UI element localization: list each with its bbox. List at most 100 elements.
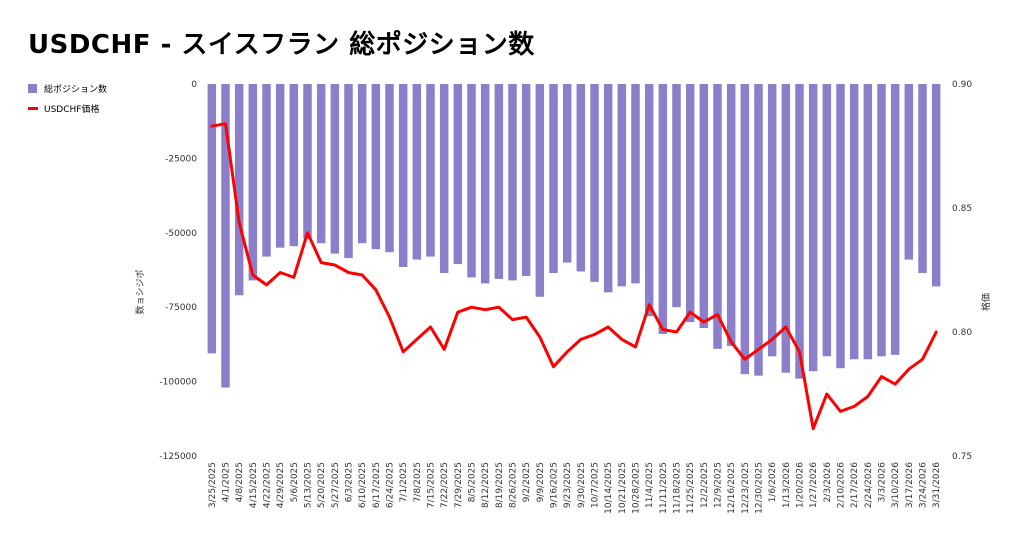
x-tick-label: 3/24/2026 [919,462,929,508]
x-tick-label: 6/17/2025 [372,462,382,508]
bar-positions [849,84,859,360]
bar-positions [658,84,668,334]
x-tick-label: 2/17/2026 [850,462,860,508]
x-tick-label: 5/20/2025 [317,462,327,508]
x-tick-label: 5/13/2025 [304,462,314,508]
bar-positions [275,84,285,248]
bar-positions [699,84,709,329]
x-tick-label: 6/10/2025 [358,462,368,508]
bar-positions [480,84,490,284]
x-tick-label: 7/1/2025 [399,462,409,502]
bar-positions [262,84,271,257]
bar-positions [795,84,804,379]
legend-label-price: USDCHF価格 [44,104,100,115]
bar-positions [576,84,586,272]
x-tick-label: 4/22/2025 [263,462,273,508]
x-tick-label: 9/2/2025 [522,462,532,502]
y-left-tick-label: -125000 [159,452,197,462]
bar-positions [767,84,777,357]
bar-positions [234,84,244,296]
x-tick-label: 4/29/2025 [276,462,286,508]
x-tick-label: 12/16/2025 [727,462,737,514]
bar-positions [931,84,941,287]
bar-positions [412,84,422,260]
bar-positions [822,84,832,357]
legend-item-positions: 総ポジション数 [28,78,107,98]
x-tick-label: 12/2/2025 [700,462,710,508]
bar-positions [357,84,367,244]
bar-positions [426,84,435,257]
x-tick-label: 7/29/2025 [454,462,464,508]
y-left-tick-label: -25000 [165,154,197,164]
x-tick-label: 9/30/2025 [577,462,587,508]
bar-positions [836,84,845,369]
y-left-tick-label: 0 [191,80,197,90]
x-tick-label: 2/3/2026 [823,462,833,503]
x-tick-label: 7/8/2025 [413,462,423,502]
bar-positions [439,84,449,273]
x-tick-label: 4/1/2025 [222,462,232,502]
x-tick-label: 9/23/2025 [563,462,573,508]
x-tick-label: 3/31/2026 [932,462,942,508]
y-right-tick-label: 0.75 [952,452,972,462]
bar-positions [562,84,572,263]
x-tick-label: 12/9/2025 [714,462,724,508]
bar-positions [289,84,299,247]
bar-positions [590,84,599,282]
x-tick-label: 11/18/2025 [673,462,683,514]
bar-positions [316,84,326,244]
y-right-axis-title: 格価 [980,293,992,311]
x-tick-label: 6/24/2025 [386,462,396,508]
x-tick-label: 6/3/2025 [345,462,355,502]
bar-positions [603,84,613,293]
bar-positions [549,84,558,273]
bar-positions [740,84,750,375]
y-left-tick-label: -50000 [165,229,197,239]
bar-positions [904,84,914,260]
x-tick-label: 7/15/2025 [427,462,437,508]
x-tick-label: 1/27/2026 [809,462,819,508]
x-tick-label: 2/10/2026 [837,462,847,508]
legend-item-price: USDCHF価格 [28,98,107,118]
bar-positions [617,84,627,287]
x-tick-label: 10/7/2025 [591,462,601,508]
bar-positions [644,84,654,317]
x-tick-label: 12/30/2025 [755,462,765,514]
x-tick-label: 4/15/2025 [249,462,259,508]
legend-swatch-positions [28,83,37,93]
bar-positions [863,84,873,360]
x-tick-label: 3/3/2026 [878,462,888,503]
x-tick-label: 7/22/2025 [440,462,450,508]
x-tick-label: 8/19/2025 [495,462,505,508]
bar-positions [453,84,463,265]
x-tick-label: 1/6/2026 [768,462,778,503]
x-tick-label: 9/9/2025 [536,462,546,502]
x-tick-label: 3/17/2026 [905,462,915,508]
x-tick-label: 10/14/2025 [604,462,614,514]
x-tick-label: 11/4/2025 [645,462,655,508]
chart-title: USDCHF - スイスフラン 総ポジション数 [28,30,535,60]
x-tick-label: 3/10/2026 [891,462,901,508]
bar-positions [918,84,927,273]
bar-positions [467,84,476,278]
y-left-tick-label: -100000 [159,378,197,388]
bar-positions [494,84,504,279]
x-tick-label: 5/27/2025 [331,462,341,508]
y-right-tick-label: 0.85 [952,204,972,214]
bar-positions [781,84,791,373]
x-tick-label: 3/25/2025 [208,462,218,508]
bar-positions [713,84,722,349]
x-tick-label: 12/23/2025 [741,462,751,514]
bar-positions [890,84,900,355]
x-tick-label: 4/8/2025 [235,462,245,502]
bar-positions [877,84,886,357]
bar-positions [631,84,640,284]
x-tick-label: 10/21/2025 [618,462,628,514]
y-right-tick-label: 0.80 [952,328,972,338]
x-tick-label: 2/24/2026 [864,462,874,508]
bar-positions [207,84,217,354]
bar-positions [508,84,517,281]
bar-positions [754,84,763,376]
bar-positions [521,84,531,276]
